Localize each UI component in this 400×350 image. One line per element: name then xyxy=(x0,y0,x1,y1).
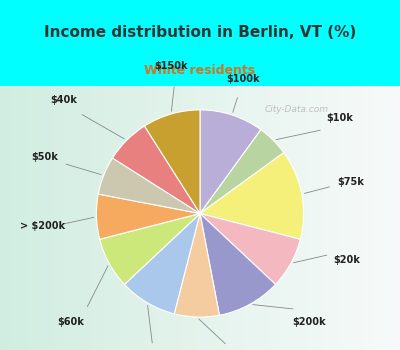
Text: City-Data.com: City-Data.com xyxy=(265,105,329,114)
Wedge shape xyxy=(98,158,200,214)
Wedge shape xyxy=(124,214,200,314)
Wedge shape xyxy=(200,153,304,239)
Wedge shape xyxy=(100,214,200,285)
Text: $60k: $60k xyxy=(57,317,84,327)
Text: $50k: $50k xyxy=(31,152,58,161)
Text: > $200k: > $200k xyxy=(20,221,65,231)
Text: $100k: $100k xyxy=(227,74,260,84)
Wedge shape xyxy=(144,110,200,214)
Wedge shape xyxy=(96,194,200,239)
Text: $10k: $10k xyxy=(326,113,353,123)
Wedge shape xyxy=(174,214,220,317)
Wedge shape xyxy=(200,130,284,214)
Text: Income distribution in Berlin, VT (%): Income distribution in Berlin, VT (%) xyxy=(44,25,356,40)
Wedge shape xyxy=(200,214,300,285)
Wedge shape xyxy=(112,126,200,214)
Text: $75k: $75k xyxy=(337,177,364,187)
Text: White residents: White residents xyxy=(144,64,256,77)
Wedge shape xyxy=(200,110,261,214)
Text: $20k: $20k xyxy=(334,255,360,265)
Text: $200k: $200k xyxy=(292,317,326,327)
Text: $150k: $150k xyxy=(154,61,188,71)
Wedge shape xyxy=(200,214,276,315)
Text: $40k: $40k xyxy=(50,94,77,105)
